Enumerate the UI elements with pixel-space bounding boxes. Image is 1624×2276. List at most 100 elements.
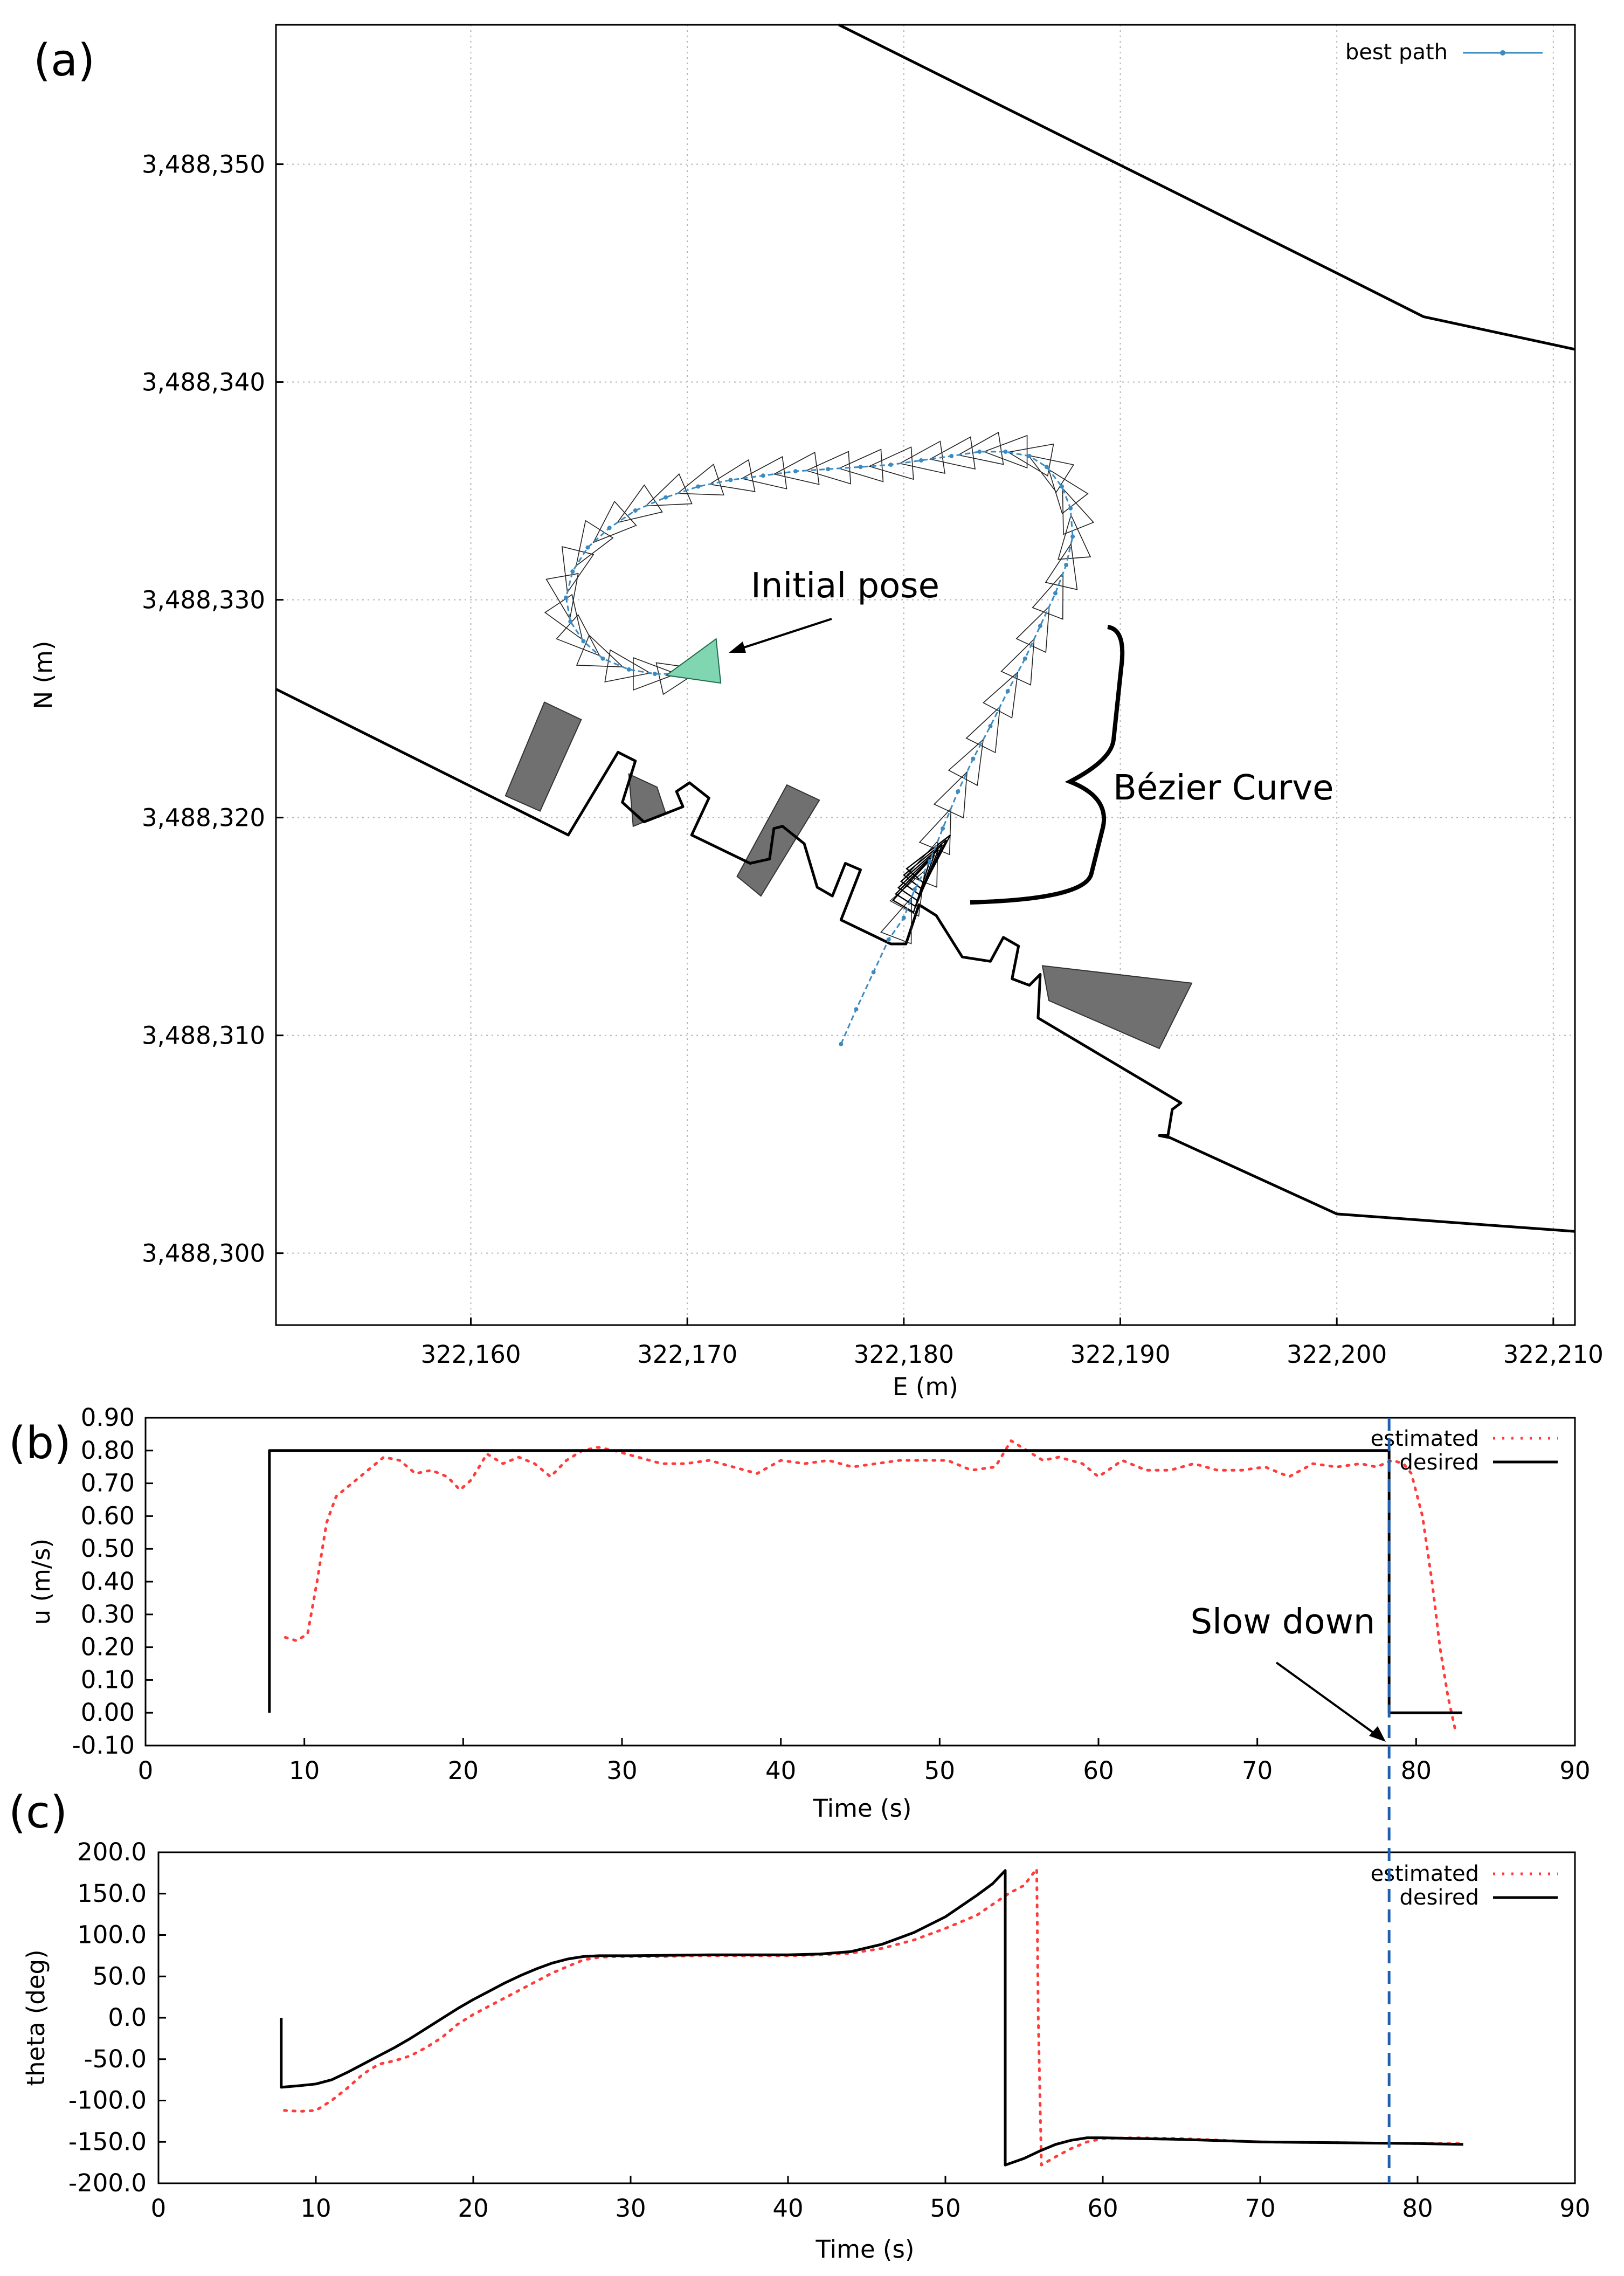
panel-a-xtick-label: 322,180	[854, 1340, 954, 1369]
panel-a-ylabel: N (m)	[29, 641, 58, 709]
panel-a-xtick-label: 322,170	[637, 1340, 737, 1369]
best-path-point	[956, 789, 960, 794]
best-path-point	[912, 887, 917, 892]
best-path-point	[1038, 624, 1042, 629]
best-path-point	[728, 478, 733, 482]
best-path-point	[871, 970, 876, 975]
panel-c-xtick-label: 80	[1402, 2194, 1433, 2223]
panel-a-xtick-label: 322,210	[1503, 1340, 1604, 1369]
panel-a-ytick-label: 3,488,350	[142, 150, 265, 179]
obstacle-box	[736, 784, 820, 897]
best-path-point	[585, 545, 590, 550]
best-path-point	[949, 454, 954, 458]
vehicle-footprint-triangle	[929, 436, 976, 470]
vehicle-footprint-triangle	[616, 484, 664, 523]
best-path-point	[839, 1042, 844, 1046]
best-path-point	[1053, 591, 1058, 596]
panel-c-ytick-label: -100.0	[68, 2086, 147, 2115]
best-path-point	[1060, 484, 1064, 489]
panel-c-xtick-label: 40	[772, 2194, 803, 2223]
best-path-point	[858, 465, 863, 470]
best-path-point	[977, 449, 982, 454]
best-path-point	[988, 723, 993, 728]
best-path-point	[1005, 689, 1010, 694]
panel-b-ytick-label: 0.90	[81, 1403, 135, 1432]
panel-b-xtick-label: 30	[606, 1756, 637, 1785]
best-path-point	[633, 508, 638, 513]
panel-b-ytick-label: 0.50	[81, 1534, 135, 1563]
vehicle-footprint-triangle	[740, 456, 787, 489]
panel-b-xtick-label: 0	[138, 1756, 154, 1785]
best-path-point	[971, 756, 976, 761]
best-path-point	[581, 639, 586, 644]
panel-b-ytick-label: 0.70	[81, 1469, 135, 1498]
panel-c-legend-estimated: estimated	[1371, 1861, 1479, 1886]
vehicle-footprint-triangle	[897, 849, 939, 902]
obstacle-box	[1041, 965, 1193, 1050]
best-path-point	[696, 484, 701, 489]
panel-b-xlabel: Time (s)	[813, 1794, 912, 1823]
vehicle-footprint-triangle	[604, 649, 652, 682]
annotation-slow-down-arrowhead	[1369, 1726, 1386, 1742]
panel-c-ylabel: theta (deg)	[22, 1949, 50, 2086]
panel-b-xtick-label: 20	[448, 1756, 479, 1785]
panel-c-series-estimated	[283, 1867, 1463, 2167]
vehicle-footprint-triangle	[592, 500, 637, 543]
panel-c-label: (c)	[9, 1787, 67, 1838]
panel-b-xtick-label: 60	[1083, 1756, 1114, 1785]
panel-b-series-desired	[268, 1449, 1462, 1714]
best-path-point	[826, 467, 831, 472]
vehicle-footprint-triangle	[894, 854, 935, 908]
annotation-slow-down: Slow down	[1191, 1602, 1376, 1642]
best-path-point	[854, 1007, 859, 1012]
vehicle-footprint-triangle	[982, 671, 1019, 719]
panel-b-ytick-label: 0.10	[81, 1665, 135, 1694]
vehicle-footprint-triangle	[906, 834, 951, 885]
vehicle-footprint-triangle	[708, 459, 756, 492]
best-path-point	[1044, 465, 1049, 470]
panel-c-xtick-label: 0	[151, 2194, 167, 2223]
vehicle-footprint-triangle	[957, 431, 1004, 465]
panel-c-xtick-label: 90	[1559, 2194, 1590, 2223]
panel-b-xtick-label: 50	[924, 1756, 955, 1785]
best-path-point	[600, 656, 605, 661]
panel-b-xtick-label: 40	[765, 1756, 796, 1785]
panel-c-legend-desired: desired	[1399, 1885, 1479, 1910]
annotation-initial-pose-arrow	[734, 618, 832, 652]
panel-c-ytick-label: 50.0	[93, 1962, 147, 1990]
vehicle-footprint-triangle	[1045, 542, 1078, 590]
best-path-point	[761, 473, 765, 478]
best-path-point	[941, 826, 945, 831]
panel-c-frame	[157, 1851, 1576, 2184]
panel-b-label: (b)	[9, 1418, 71, 1469]
best-path-point	[793, 469, 798, 474]
panel-c-ytick-label: 0.0	[108, 2003, 147, 2032]
panel-c-series-desired	[280, 1869, 1463, 2167]
best-path-point	[626, 667, 631, 672]
vehicle-footprint-triangle	[544, 594, 583, 641]
vehicle-footprint-triangle	[575, 520, 614, 567]
panel-b-series-estimated	[284, 1439, 1457, 1734]
best-path-point	[568, 619, 573, 624]
panel-a-ytick-label: 3,488,310	[142, 1022, 265, 1050]
best-path-point	[886, 937, 891, 942]
panel-a-legend-label: best path	[1345, 40, 1448, 65]
panel-a-ytick-label: 3,488,320	[142, 804, 265, 832]
panel-a-legend-marker	[1500, 50, 1505, 56]
annotation-initial-pose: Initial pose	[751, 566, 939, 606]
panel-a-ytick-label: 3,488,340	[142, 368, 265, 397]
vehicle-footprint-triangle	[868, 446, 914, 480]
best-path-point	[607, 526, 612, 530]
panel-b-ytick-label: 0.00	[81, 1698, 135, 1727]
road-edge-north	[838, 23, 1575, 351]
vehicle-footprint-triangle	[1007, 443, 1054, 477]
obstacle-box	[505, 701, 582, 812]
vehicle-footprint-triangle	[933, 770, 968, 819]
vehicle-footprint-triangle	[773, 451, 820, 485]
best-path-point	[1022, 656, 1027, 661]
panel-c-xtick-label: 10	[300, 2194, 331, 2223]
panel-a-trajectory-map: (a) 322,160 322,170 322,180 322,190 322,200 3…	[29, 23, 1604, 1401]
panel-b-xtick-label: 70	[1242, 1756, 1273, 1785]
panel-c-ytick-label: -50.0	[84, 2045, 147, 2073]
